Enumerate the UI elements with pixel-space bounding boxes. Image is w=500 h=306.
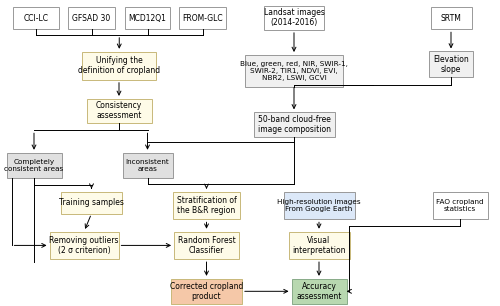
FancyBboxPatch shape	[14, 7, 59, 29]
Text: Stratification of
the B&R region: Stratification of the B&R region	[176, 196, 236, 215]
FancyBboxPatch shape	[171, 279, 242, 304]
Text: Landsat images
(2014-2016): Landsat images (2014-2016)	[264, 8, 324, 28]
Text: Accuracy
assessment: Accuracy assessment	[296, 282, 342, 301]
FancyBboxPatch shape	[86, 99, 152, 123]
FancyBboxPatch shape	[179, 7, 226, 29]
Text: Blue, green, red, NIR, SWIR-1,
SWIR-2, TIR1, NDVI, EVI,
NBR2, LSWI, GCVI: Blue, green, red, NIR, SWIR-1, SWIR-2, T…	[240, 61, 348, 81]
Text: Completely
consistent areas: Completely consistent areas	[4, 159, 64, 172]
FancyBboxPatch shape	[432, 192, 488, 219]
Text: Visual
interpretation: Visual interpretation	[292, 236, 346, 255]
FancyBboxPatch shape	[173, 192, 240, 219]
Text: Unifying the
definition of cropland: Unifying the definition of cropland	[78, 56, 160, 76]
FancyBboxPatch shape	[6, 153, 62, 178]
Text: GFSAD 30: GFSAD 30	[72, 14, 110, 23]
Text: Removing outliers
(2 σ criterion): Removing outliers (2 σ criterion)	[49, 236, 119, 255]
Text: Corrected cropland
product: Corrected cropland product	[170, 282, 243, 301]
Text: High-resolution images
From Google Earth: High-resolution images From Google Earth	[277, 199, 361, 212]
Text: MCD12Q1: MCD12Q1	[128, 14, 166, 23]
FancyBboxPatch shape	[82, 52, 156, 80]
FancyBboxPatch shape	[50, 232, 118, 259]
FancyBboxPatch shape	[254, 112, 334, 137]
FancyBboxPatch shape	[174, 232, 239, 259]
Text: 50-band cloud-free
image composition: 50-band cloud-free image composition	[258, 115, 330, 134]
Text: FROM-GLC: FROM-GLC	[182, 14, 223, 23]
FancyBboxPatch shape	[284, 192, 354, 219]
Text: Random Forest
Classifier: Random Forest Classifier	[178, 236, 236, 255]
Text: Inconsistent
areas: Inconsistent areas	[126, 159, 170, 172]
FancyBboxPatch shape	[61, 192, 122, 214]
FancyBboxPatch shape	[430, 7, 472, 29]
FancyBboxPatch shape	[68, 7, 115, 29]
Text: Elevation
slope: Elevation slope	[433, 54, 469, 74]
Text: Consistency
assessment: Consistency assessment	[96, 101, 142, 121]
FancyBboxPatch shape	[288, 232, 350, 259]
FancyBboxPatch shape	[245, 55, 343, 87]
FancyBboxPatch shape	[292, 279, 346, 304]
Text: FAO cropland
statistics: FAO cropland statistics	[436, 199, 484, 212]
Text: Training samples: Training samples	[59, 198, 124, 207]
FancyBboxPatch shape	[125, 7, 170, 29]
FancyBboxPatch shape	[429, 51, 473, 77]
Text: CCI-LC: CCI-LC	[24, 14, 48, 23]
FancyBboxPatch shape	[264, 6, 324, 30]
FancyBboxPatch shape	[122, 153, 172, 178]
Text: SRTM: SRTM	[440, 14, 462, 23]
